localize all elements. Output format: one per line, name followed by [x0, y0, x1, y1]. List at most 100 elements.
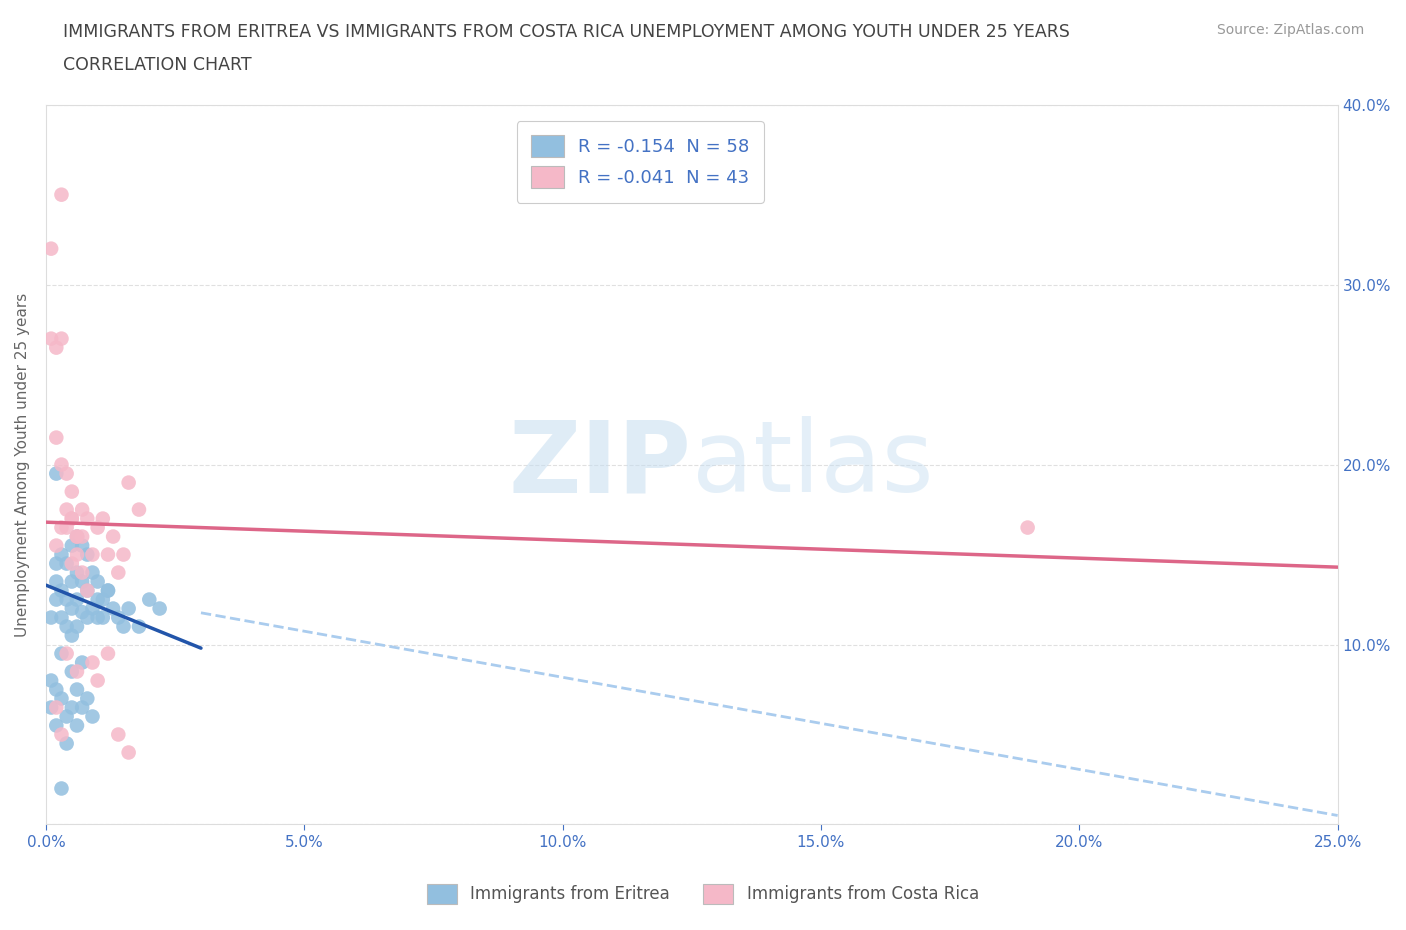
- Point: [70, 655, 93, 670]
- Point: [51, 646, 73, 661]
- Point: [60, 538, 83, 553]
- Text: Source: ZipAtlas.com: Source: ZipAtlas.com: [1216, 23, 1364, 37]
- Point: [66, 529, 89, 544]
- Point: [117, 745, 139, 760]
- Point: [51, 547, 73, 562]
- Point: [76, 610, 98, 625]
- Point: [39, 610, 62, 625]
- Point: [39, 331, 62, 346]
- Point: [138, 592, 160, 607]
- Point: [66, 565, 89, 580]
- Point: [39, 700, 62, 715]
- Point: [66, 682, 89, 697]
- Point: [76, 512, 98, 526]
- Point: [76, 547, 98, 562]
- Point: [82, 709, 104, 724]
- Point: [117, 601, 139, 616]
- Point: [45, 431, 67, 445]
- Point: [117, 475, 139, 490]
- Point: [51, 781, 73, 796]
- Point: [107, 727, 129, 742]
- Point: [55, 619, 77, 634]
- Point: [45, 574, 67, 589]
- Point: [66, 547, 89, 562]
- Point: [70, 604, 93, 619]
- Point: [91, 512, 114, 526]
- Point: [82, 565, 104, 580]
- Point: [51, 691, 73, 706]
- Point: [55, 520, 77, 535]
- Point: [51, 727, 73, 742]
- Point: [45, 556, 67, 571]
- Point: [70, 574, 93, 589]
- Point: [91, 592, 114, 607]
- Point: [55, 736, 77, 751]
- Point: [51, 458, 73, 472]
- Point: [112, 619, 135, 634]
- Point: [60, 601, 83, 616]
- Point: [55, 556, 77, 571]
- Point: [66, 529, 89, 544]
- Point: [1017, 520, 1039, 535]
- Point: [60, 574, 83, 589]
- Point: [82, 547, 104, 562]
- Point: [51, 331, 73, 346]
- Point: [45, 718, 67, 733]
- Point: [128, 619, 150, 634]
- Point: [60, 512, 83, 526]
- Point: [86, 610, 108, 625]
- Point: [70, 502, 93, 517]
- Point: [60, 628, 83, 643]
- Point: [55, 646, 77, 661]
- Point: [97, 583, 120, 598]
- Point: [51, 520, 73, 535]
- Point: [112, 547, 135, 562]
- Legend: Immigrants from Eritrea, Immigrants from Costa Rica: Immigrants from Eritrea, Immigrants from…: [420, 877, 986, 910]
- Point: [86, 592, 108, 607]
- Point: [66, 619, 89, 634]
- Point: [45, 340, 67, 355]
- Point: [51, 187, 73, 202]
- Legend: R = -0.154  N = 58, R = -0.041  N = 43: R = -0.154 N = 58, R = -0.041 N = 43: [516, 121, 763, 203]
- Point: [45, 538, 67, 553]
- Point: [101, 529, 124, 544]
- Point: [60, 485, 83, 499]
- Point: [60, 512, 83, 526]
- Point: [91, 610, 114, 625]
- Point: [70, 565, 93, 580]
- Point: [101, 601, 124, 616]
- Point: [66, 529, 89, 544]
- Point: [39, 241, 62, 256]
- Point: [76, 583, 98, 598]
- Point: [60, 556, 83, 571]
- Point: [86, 520, 108, 535]
- Point: [45, 682, 67, 697]
- Point: [107, 610, 129, 625]
- Point: [66, 592, 89, 607]
- Point: [97, 646, 120, 661]
- Text: IMMIGRANTS FROM ERITREA VS IMMIGRANTS FROM COSTA RICA UNEMPLOYMENT AMONG YOUTH U: IMMIGRANTS FROM ERITREA VS IMMIGRANTS FR…: [63, 23, 1070, 41]
- Point: [51, 610, 73, 625]
- Point: [45, 700, 67, 715]
- Point: [128, 502, 150, 517]
- Point: [70, 529, 93, 544]
- Point: [66, 718, 89, 733]
- Point: [149, 601, 172, 616]
- Point: [97, 583, 120, 598]
- Text: CORRELATION CHART: CORRELATION CHART: [63, 56, 252, 73]
- Point: [107, 565, 129, 580]
- Point: [55, 592, 77, 607]
- Text: atlas: atlas: [692, 416, 934, 513]
- Point: [86, 673, 108, 688]
- Point: [76, 583, 98, 598]
- Point: [39, 673, 62, 688]
- Point: [66, 664, 89, 679]
- Point: [70, 700, 93, 715]
- Point: [55, 502, 77, 517]
- Point: [60, 700, 83, 715]
- Point: [45, 466, 67, 481]
- Point: [82, 601, 104, 616]
- Y-axis label: Unemployment Among Youth under 25 years: Unemployment Among Youth under 25 years: [15, 292, 30, 637]
- Point: [76, 691, 98, 706]
- Point: [60, 664, 83, 679]
